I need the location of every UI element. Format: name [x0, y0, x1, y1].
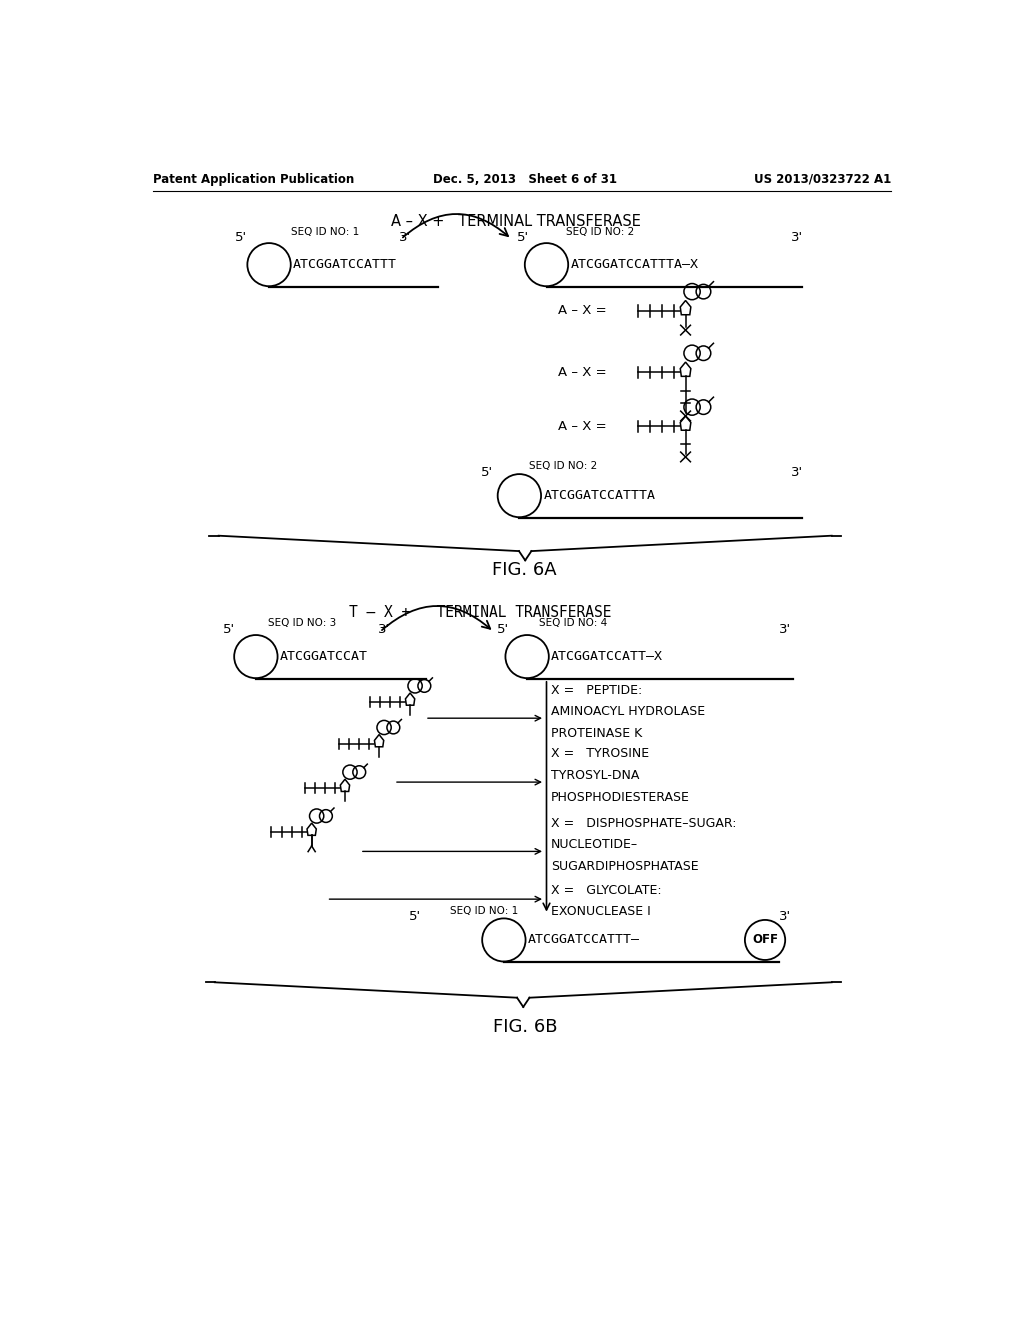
Text: EXONUCLEASE I: EXONUCLEASE I: [551, 906, 651, 919]
Text: ATCGGATCCATTT: ATCGGATCCATTT: [293, 259, 397, 271]
Text: 3': 3': [779, 623, 792, 636]
Text: ATCGGATCCAT: ATCGGATCCAT: [280, 649, 368, 663]
Text: ATCGGATCCATT–X: ATCGGATCCATT–X: [551, 649, 664, 663]
Text: 5': 5': [517, 231, 529, 244]
Text: OFF: OFF: [752, 933, 778, 946]
Text: A – X =: A – X =: [558, 305, 607, 317]
Text: SEQ ID NO: 1: SEQ ID NO: 1: [291, 227, 359, 236]
Text: 5': 5': [222, 623, 234, 636]
Text: SEQ ID NO: 2: SEQ ID NO: 2: [529, 462, 598, 471]
Text: A – X =: A – X =: [558, 366, 607, 379]
Text: TYROSYL-DNA: TYROSYL-DNA: [551, 770, 640, 781]
Text: Dec. 5, 2013   Sheet 6 of 31: Dec. 5, 2013 Sheet 6 of 31: [433, 173, 616, 186]
FancyArrowPatch shape: [402, 214, 508, 238]
Text: X =   PEPTIDE:: X = PEPTIDE:: [551, 684, 642, 697]
Text: SUGARDIPHOSPHATASE: SUGARDIPHOSPHATASE: [551, 859, 698, 873]
Text: PROTEINASE K: PROTEINASE K: [551, 726, 642, 739]
Text: SEQ ID NO: 2: SEQ ID NO: 2: [566, 227, 634, 236]
Text: SEQ ID NO: 1: SEQ ID NO: 1: [451, 906, 518, 916]
Text: 5': 5': [409, 911, 421, 924]
Text: SEQ ID NO: 3: SEQ ID NO: 3: [267, 619, 336, 628]
Text: Patent Application Publication: Patent Application Publication: [153, 173, 354, 186]
Text: 3': 3': [791, 466, 803, 479]
FancyArrowPatch shape: [382, 606, 490, 630]
Text: X =   GLYCOLATE:: X = GLYCOLATE:: [551, 884, 662, 896]
Text: FIG. 6B: FIG. 6B: [493, 1018, 557, 1036]
Text: 5': 5': [497, 623, 509, 636]
Text: ATCGGATCCATTTA: ATCGGATCCATTTA: [544, 490, 655, 502]
Text: ATCGGATCCATTT–: ATCGGATCCATTT–: [528, 933, 640, 946]
Text: NUCLEOTIDE–: NUCLEOTIDE–: [551, 838, 638, 851]
Text: 3': 3': [791, 231, 803, 244]
Text: A – X =: A – X =: [558, 420, 607, 433]
Text: PHOSPHODIESTERASE: PHOSPHODIESTERASE: [551, 791, 690, 804]
Text: X =   DISPHOSPHATE–SUGAR:: X = DISPHOSPHATE–SUGAR:: [551, 817, 736, 830]
Text: 5': 5': [234, 231, 247, 244]
Text: 3': 3': [779, 911, 792, 924]
Text: X =   TYROSINE: X = TYROSINE: [551, 747, 649, 760]
Text: FIG. 6A: FIG. 6A: [493, 561, 557, 579]
Text: AMINOACYL HYDROLASE: AMINOACYL HYDROLASE: [551, 705, 706, 718]
Text: SEQ ID NO: 4: SEQ ID NO: 4: [539, 619, 607, 628]
Text: US 2013/0323722 A1: US 2013/0323722 A1: [754, 173, 891, 186]
Text: A – X +   TERMINAL TRANSFERASE: A – X + TERMINAL TRANSFERASE: [390, 214, 640, 230]
Text: 3': 3': [378, 623, 390, 636]
Text: T – X +   TERMINAL TRANSFERASE: T – X + TERMINAL TRANSFERASE: [349, 605, 612, 620]
Text: 5': 5': [480, 466, 493, 479]
Text: ATCGGATCCATTTA–X: ATCGGATCCATTTA–X: [570, 259, 698, 271]
Text: 3': 3': [399, 231, 412, 244]
